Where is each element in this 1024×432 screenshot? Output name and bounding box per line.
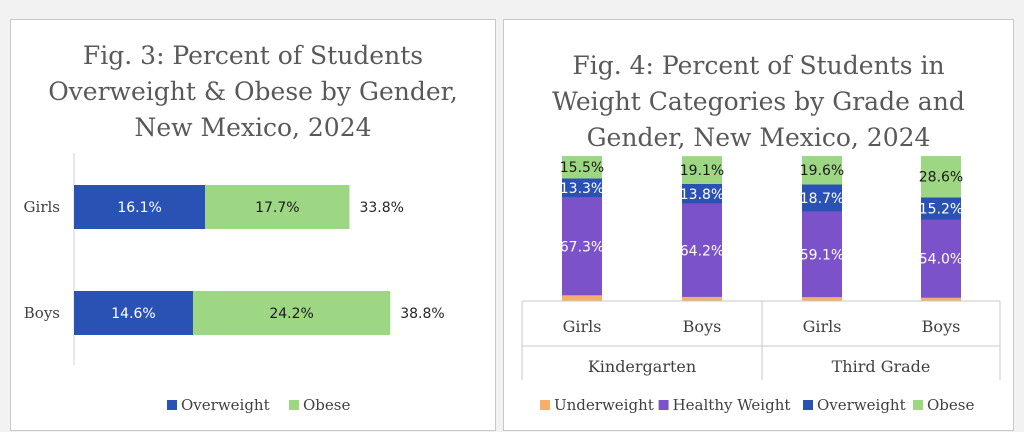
fig4-group-label-kindergarten: Kindergarten <box>588 357 696 376</box>
fig4-data-label-obese-1: 15.5% <box>560 160 604 176</box>
fig4-tick-label-boys-2: Boys <box>683 317 722 336</box>
fig3-panel: Fig. 3: Percent of Students Overweight &… <box>10 19 496 431</box>
fig3-tick-label-girls: Girls <box>24 198 60 216</box>
fig4-bar-underweight-3 <box>802 297 842 301</box>
fig3-data-label-obese-boys: 24.2% <box>269 306 313 322</box>
fig4-bar-healthy-weight-1 <box>562 197 602 296</box>
fig4-legend-label-healthy-weight: Healthy Weight <box>673 396 791 414</box>
fig3-total-label-boys: 38.8% <box>400 306 444 322</box>
fig4-chart: 3.9%67.3%13.3%15.5%2.8%64.2%13.8%19.1%2.… <box>521 156 1001 414</box>
fig4-data-label-overweight-3: 18.7% <box>800 191 844 207</box>
fig4-data-label-overweight-4: 15.2% <box>919 201 963 217</box>
fig3-bar-obese-girls <box>205 185 350 229</box>
fig3-legend-label-overweight: Overweight <box>181 396 270 414</box>
fig4-data-label-obese-3: 19.6% <box>800 163 844 179</box>
fig4-legend-label-obese: Obese <box>927 396 974 414</box>
fig4-bar-obese-2 <box>682 156 722 184</box>
fig4-legend-swatch-healthy-weight <box>658 400 669 410</box>
fig4-data-label-healthy-weight-1: 67.3% <box>560 240 604 256</box>
fig3-bar-overweight-girls <box>74 185 206 229</box>
fig4-data-label-overweight-1: 13.3% <box>560 181 604 197</box>
fig4-legend-swatch-underweight <box>540 400 550 410</box>
fig4-bar-underweight-4 <box>921 297 961 301</box>
fig4-bar-overweight-1 <box>562 178 602 198</box>
fig4-data-label-healthy-weight-3: 59.1% <box>800 247 844 263</box>
fig3-data-label-obese-girls: 17.7% <box>255 200 299 216</box>
fig4-legend-label-overweight: Overweight <box>817 396 906 414</box>
fig3-title: Fig. 3: Percent of Students Overweight &… <box>48 41 458 142</box>
fig4-legend-swatch-obese <box>913 400 923 410</box>
fig4-data-label-healthy-weight-2: 64.2% <box>680 243 724 259</box>
fig4-bar-obese-4 <box>921 156 961 198</box>
fig3-data-label-overweight-boys: 14.6% <box>111 306 155 322</box>
fig4-bar-healthy-weight-3 <box>802 211 842 298</box>
fig4-panel: Fig. 4: Percent of Students in Weight Ca… <box>503 19 1014 431</box>
fig4-data-label-healthy-weight-4: 54.0% <box>919 252 963 268</box>
fig4-tick-label-girls-1: Girls <box>563 317 602 336</box>
fig4-data-label-obese-2: 19.1% <box>680 163 724 179</box>
fig4-data-label-obese-4: 28.6% <box>919 170 963 186</box>
fig4-legend-label-underweight: Underweight <box>554 396 654 414</box>
fig3-legend-swatch-overweight <box>167 400 177 410</box>
fig3-bar-overweight-boys <box>74 291 193 335</box>
fig4-bar-healthy-weight-2 <box>682 203 722 297</box>
fig3-chart: Girls 16.1% 17.7% 33.8% Boys 14.6% 24.2% 38.8% O… <box>24 153 445 414</box>
fig4-bar-overweight-2 <box>682 183 722 204</box>
fig4-tick-label-boys-4: Boys <box>922 317 961 336</box>
fig4-data-label-overweight-2: 13.8% <box>680 187 724 203</box>
fig3-legend-swatch-obese <box>289 400 299 410</box>
fig4-legend-swatch-overweight <box>803 400 813 410</box>
fig4-bar-obese-3 <box>802 156 842 185</box>
fig4-bar-obese-1 <box>562 156 602 179</box>
fig4-bar-healthy-weight-4 <box>921 219 961 298</box>
fig4-bar-overweight-3 <box>802 184 842 212</box>
fig3-bar-obese-boys <box>192 291 391 335</box>
fig4-title: Fig. 4: Percent of Students in Weight Ca… <box>552 51 965 152</box>
fig3-total-label-girls: 33.8% <box>359 200 403 216</box>
fig4-tick-label-girls-3: Girls <box>803 317 842 336</box>
fig3-legend-label-obese: Obese <box>303 396 350 414</box>
fig3-data-label-overweight-girls: 16.1% <box>117 200 161 216</box>
fig4-bar-overweight-4 <box>921 197 961 220</box>
fig3-tick-label-boys: Boys <box>24 304 60 322</box>
fig4-group-label-third-grade: Third Grade <box>832 357 931 376</box>
fig4-bar-underweight-1 <box>562 295 602 301</box>
fig4-bar-underweight-2 <box>682 296 722 301</box>
